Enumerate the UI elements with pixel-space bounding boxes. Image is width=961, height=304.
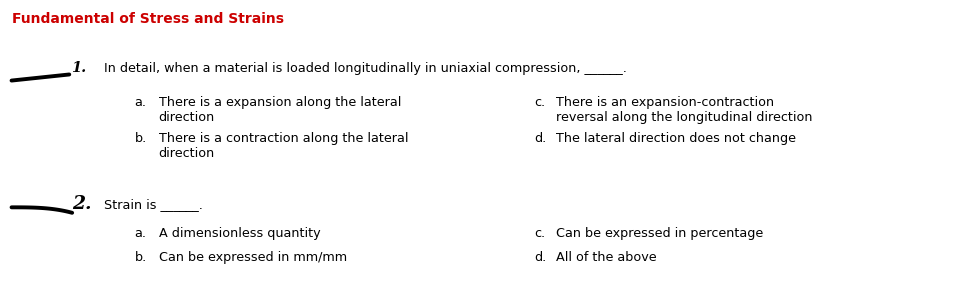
Text: Strain is ______.: Strain is ______. <box>104 198 203 211</box>
Text: b.: b. <box>135 132 147 145</box>
Text: a.: a. <box>135 227 146 240</box>
Text: A dimensionless quantity: A dimensionless quantity <box>159 227 320 240</box>
Text: All of the above: All of the above <box>555 251 656 264</box>
Text: a.: a. <box>135 96 146 109</box>
Text: 1.: 1. <box>71 61 86 75</box>
Text: There is a expansion along the lateral
direction: There is a expansion along the lateral d… <box>159 96 401 124</box>
Text: c.: c. <box>533 96 545 109</box>
Text: b.: b. <box>135 251 147 264</box>
Text: There is a contraction along the lateral
direction: There is a contraction along the lateral… <box>159 132 407 160</box>
Text: c.: c. <box>533 227 545 240</box>
Text: d.: d. <box>533 251 546 264</box>
Text: There is an expansion-contraction
reversal along the longitudinal direction: There is an expansion-contraction revers… <box>555 96 812 124</box>
Text: d.: d. <box>533 132 546 145</box>
Text: In detail, when a material is loaded longitudinally in uniaxial compression, ___: In detail, when a material is loaded lon… <box>104 62 627 75</box>
Text: Can be expressed in mm/mm: Can be expressed in mm/mm <box>159 251 347 264</box>
Text: 2.: 2. <box>72 195 91 213</box>
Text: The lateral direction does not change: The lateral direction does not change <box>555 132 795 145</box>
Text: Fundamental of Stress and Strains: Fundamental of Stress and Strains <box>12 12 283 26</box>
Text: Can be expressed in percentage: Can be expressed in percentage <box>555 227 762 240</box>
